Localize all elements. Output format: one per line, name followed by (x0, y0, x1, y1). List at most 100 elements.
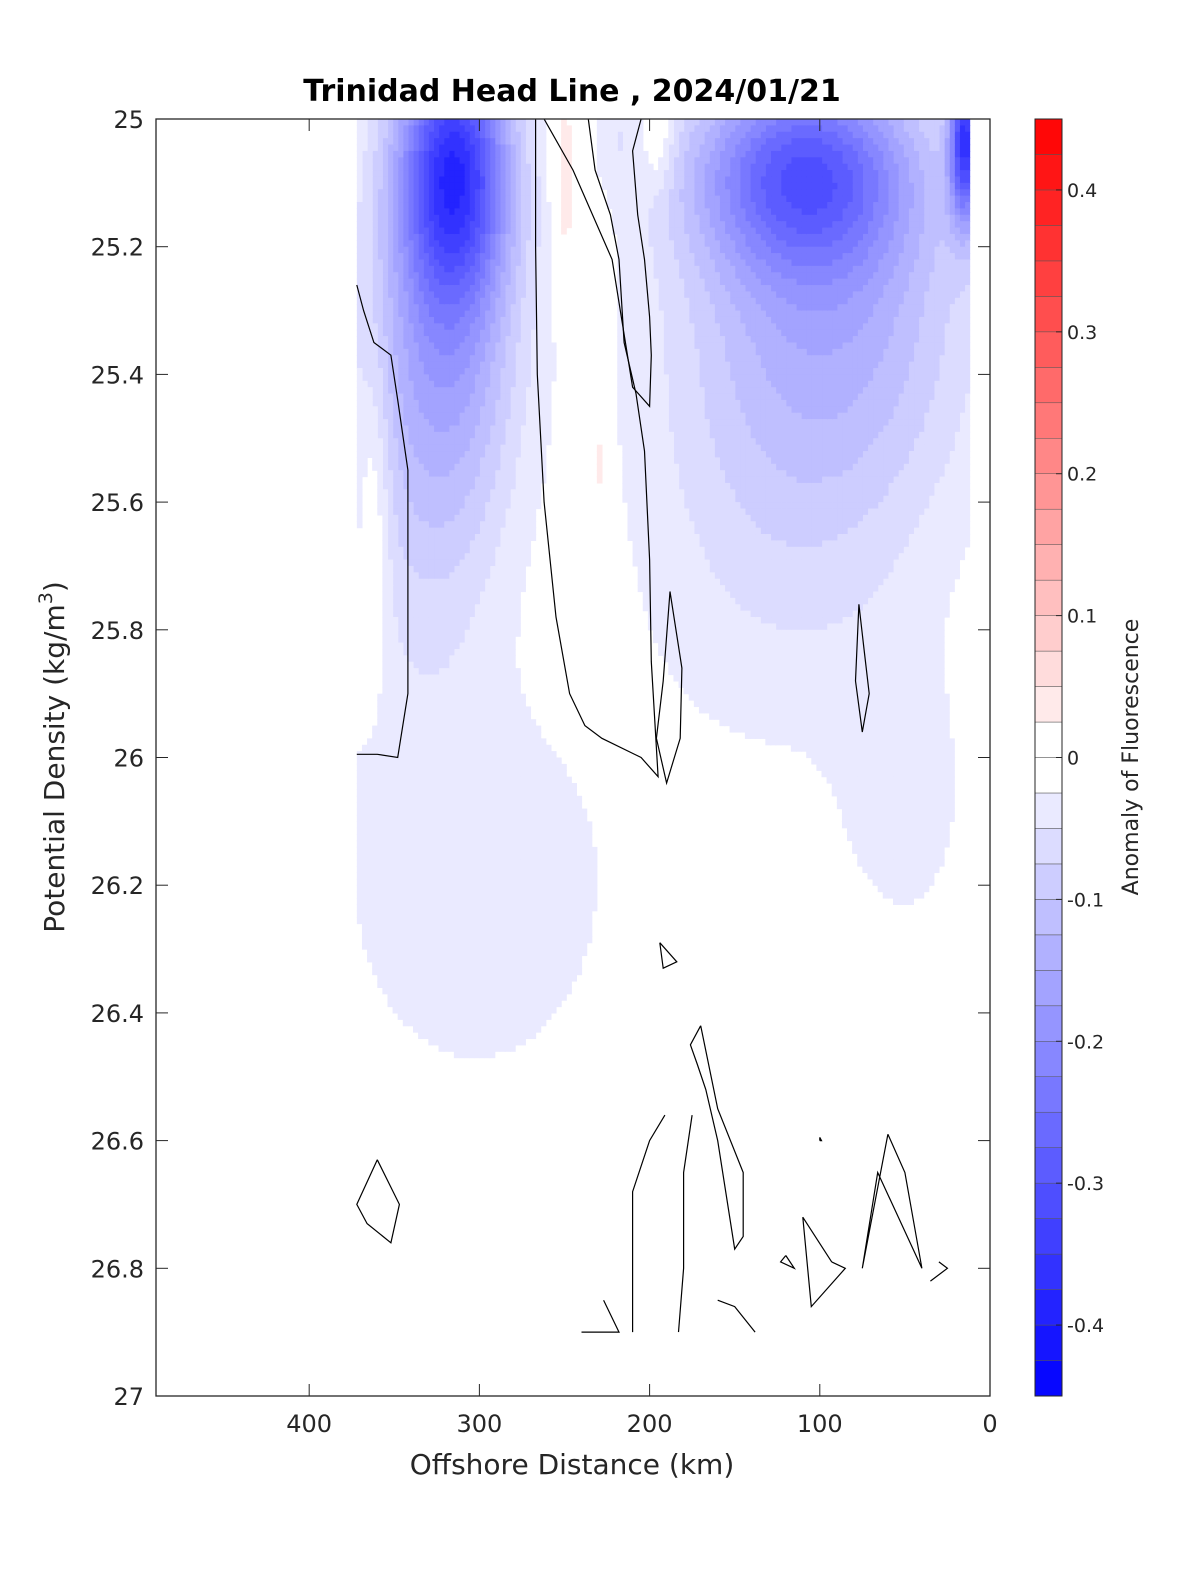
heatmap-cell-3176 (821, 572, 828, 580)
heatmap-cell-1084 (913, 687, 920, 695)
heatmap-cell-4444 (755, 431, 761, 439)
heatmap-cell-4872 (734, 693, 741, 701)
heatmap-cell-4150 (770, 425, 777, 433)
heatmap-cell-2447 (857, 859, 863, 867)
heatmap-cell-921 (918, 425, 925, 433)
heatmap-cell-4692 (739, 157, 746, 165)
heatmap-cell-4442 (755, 419, 761, 427)
heatmap-cell-630 (933, 859, 940, 867)
heatmap-cell-1627 (887, 233, 894, 241)
heatmap-cell-1691 (887, 642, 894, 650)
heatmap-cell-1822 (882, 700, 889, 708)
heatmap-cell-712 (928, 629, 935, 637)
heatmap-cell-24 (964, 272, 971, 280)
heatmap-cell-1827 (882, 731, 889, 739)
heatmap-cell-590 (933, 604, 940, 612)
heatmap-cell-555 (933, 380, 940, 388)
heatmap-cell-273 (949, 534, 955, 542)
heatmap-cell-3927 (780, 253, 787, 261)
heatmap-cell-1712 (887, 776, 894, 784)
heatmap-cell-2485 (852, 355, 858, 363)
heatmap-cell-4711 (739, 278, 746, 286)
heatmap-cell-2363 (857, 323, 863, 331)
heatmap-cell-3113 (821, 170, 828, 178)
heatmap-cell-885 (918, 195, 925, 203)
heatmap-cell-3130 (821, 278, 828, 286)
heatmap-cell-537 (933, 265, 940, 273)
heatmap-cell-4592 (744, 138, 751, 146)
heatmap-cell-3320 (811, 182, 817, 190)
heatmap-cell-2913 (831, 233, 838, 241)
heatmap-cell-3617 (795, 163, 802, 171)
heatmap-cell-3692 (795, 642, 802, 650)
heatmap-cell-4556 (750, 527, 756, 535)
heatmap-cell-234 (949, 285, 955, 292)
heatmap-cell-4754 (739, 553, 746, 561)
heatmap-cell-4034 (775, 310, 782, 318)
heatmap-cell-3523 (801, 195, 807, 203)
heatmap-cell-2255 (862, 387, 869, 395)
heatmap-cell-2731 (841, 470, 848, 478)
heatmap-cell-3520 (801, 176, 807, 184)
heatmap-cell-1723 (887, 846, 894, 854)
heatmap-cell-3421 (806, 182, 812, 190)
heatmap-cell-2396 (857, 534, 863, 542)
heatmap-cell-3854 (785, 412, 792, 420)
heatmap-cell-2551 (852, 776, 858, 784)
heatmap-cell-87 (959, 246, 966, 254)
heatmap-cell-499 (938, 770, 945, 778)
heatmap-cell-358 (944, 521, 950, 529)
heatmap-cell-1202 (908, 661, 915, 669)
heatmap-cell-1072 (913, 610, 920, 618)
heatmap-cell-840 (923, 680, 930, 688)
heatmap-cell-3491 (806, 629, 812, 637)
heatmap-cell-3440 (806, 304, 812, 312)
heatmap-cell-3891 (785, 648, 792, 656)
heatmap-cell-900 (918, 291, 925, 299)
heatmap-cell-121 (959, 463, 966, 471)
heatmap-cell-768 (923, 221, 930, 229)
heatmap-cell-2882 (836, 725, 843, 733)
heatmap-cell-1157 (908, 374, 915, 382)
heatmap-cell-3204 (821, 751, 828, 759)
heatmap-cell-2197 (867, 776, 874, 784)
heatmap-cell-3564 (801, 457, 807, 465)
heatmap-cell-4617 (744, 297, 751, 305)
heatmap-cell-3639 (795, 304, 802, 312)
heatmap-cell-2691 (841, 214, 848, 222)
heatmap-cell-1339 (903, 751, 909, 759)
heatmap-cell-3305 (816, 738, 823, 746)
heatmap-cell-1566 (892, 629, 899, 637)
heatmap-cell-4812 (734, 310, 741, 318)
heatmap-cell-1244 (903, 144, 909, 152)
heatmap-cell-2621 (847, 489, 853, 497)
heatmap-cell-1695 (887, 668, 894, 676)
heatmap-cell-3273 (816, 534, 823, 542)
heatmap-cell-4489 (755, 719, 761, 727)
heatmap-cell-310 (944, 214, 950, 222)
heatmap-cell-4707 (739, 253, 746, 261)
heatmap-cell-4979 (724, 150, 731, 158)
heatmap-cell-2212 (867, 872, 874, 880)
heatmap-cell-4508 (750, 221, 756, 229)
heatmap-cell-894 (918, 253, 925, 261)
heatmap-cell-1963 (877, 821, 884, 829)
heatmap-cell-4259 (765, 495, 772, 503)
heatmap-cell-2835 (836, 425, 843, 433)
heatmap-cell-4877 (734, 725, 741, 733)
heatmap-cell-682 (928, 438, 935, 446)
heatmap-cell-570 (933, 476, 940, 484)
heatmap-cell-2247 (862, 336, 869, 344)
heatmap-cell-2328 (862, 853, 869, 861)
heatmap-cell-2559 (852, 827, 858, 835)
heatmap-cell-2472 (852, 272, 858, 280)
heatmap-cell-3754 (790, 406, 797, 414)
heatmap-cell-3226 (816, 233, 823, 241)
heatmap-cell-1014 (913, 240, 920, 248)
heatmap-cell-1080 (913, 661, 920, 669)
heatmap-cell-2412 (857, 636, 863, 644)
heatmap-cell-1188 (908, 572, 915, 580)
heatmap-cell-1477 (898, 846, 904, 854)
heatmap-cell-634 (928, 131, 935, 139)
heatmap-cell-2048 (872, 591, 879, 599)
